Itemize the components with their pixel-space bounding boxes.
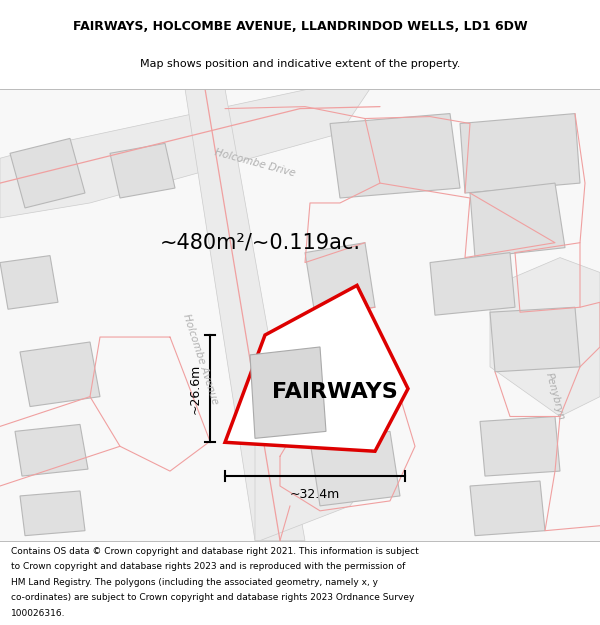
Polygon shape <box>490 308 580 372</box>
Text: Holcombe Drive: Holcombe Drive <box>214 148 296 179</box>
Text: FAIRWAYS: FAIRWAYS <box>272 382 398 402</box>
Polygon shape <box>185 89 305 541</box>
Polygon shape <box>470 183 565 258</box>
Text: Contains OS data © Crown copyright and database right 2021. This information is : Contains OS data © Crown copyright and d… <box>11 546 419 556</box>
Polygon shape <box>20 491 85 536</box>
Text: 100026316.: 100026316. <box>11 609 65 618</box>
Polygon shape <box>460 114 580 193</box>
Polygon shape <box>330 114 460 198</box>
Text: Map shows position and indicative extent of the property.: Map shows position and indicative extent… <box>140 59 460 69</box>
Polygon shape <box>110 143 175 198</box>
Text: ~26.6m: ~26.6m <box>189 364 202 414</box>
Text: Penybryn: Penybryn <box>544 372 566 422</box>
Polygon shape <box>250 347 326 438</box>
Text: HM Land Registry. The polygons (including the associated geometry, namely x, y: HM Land Registry. The polygons (includin… <box>11 578 378 587</box>
Polygon shape <box>20 342 100 406</box>
Polygon shape <box>430 253 515 315</box>
Polygon shape <box>10 138 85 208</box>
Polygon shape <box>480 416 560 476</box>
Text: Holcombe Avenue: Holcombe Avenue <box>181 312 220 406</box>
Polygon shape <box>0 89 370 218</box>
Text: to Crown copyright and database rights 2023 and is reproduced with the permissio: to Crown copyright and database rights 2… <box>11 562 405 571</box>
Polygon shape <box>470 481 545 536</box>
Polygon shape <box>15 424 88 476</box>
Polygon shape <box>490 258 600 416</box>
Text: FAIRWAYS, HOLCOMBE AVENUE, LLANDRINDOD WELLS, LD1 6DW: FAIRWAYS, HOLCOMBE AVENUE, LLANDRINDOD W… <box>73 20 527 33</box>
Text: ~32.4m: ~32.4m <box>290 488 340 501</box>
Polygon shape <box>255 397 380 541</box>
Polygon shape <box>0 256 58 309</box>
Polygon shape <box>225 286 408 451</box>
Polygon shape <box>310 431 400 506</box>
Polygon shape <box>305 242 375 315</box>
Text: ~480m²/~0.119ac.: ~480m²/~0.119ac. <box>160 232 361 253</box>
Text: co-ordinates) are subject to Crown copyright and database rights 2023 Ordnance S: co-ordinates) are subject to Crown copyr… <box>11 593 414 602</box>
Polygon shape <box>0 89 600 541</box>
